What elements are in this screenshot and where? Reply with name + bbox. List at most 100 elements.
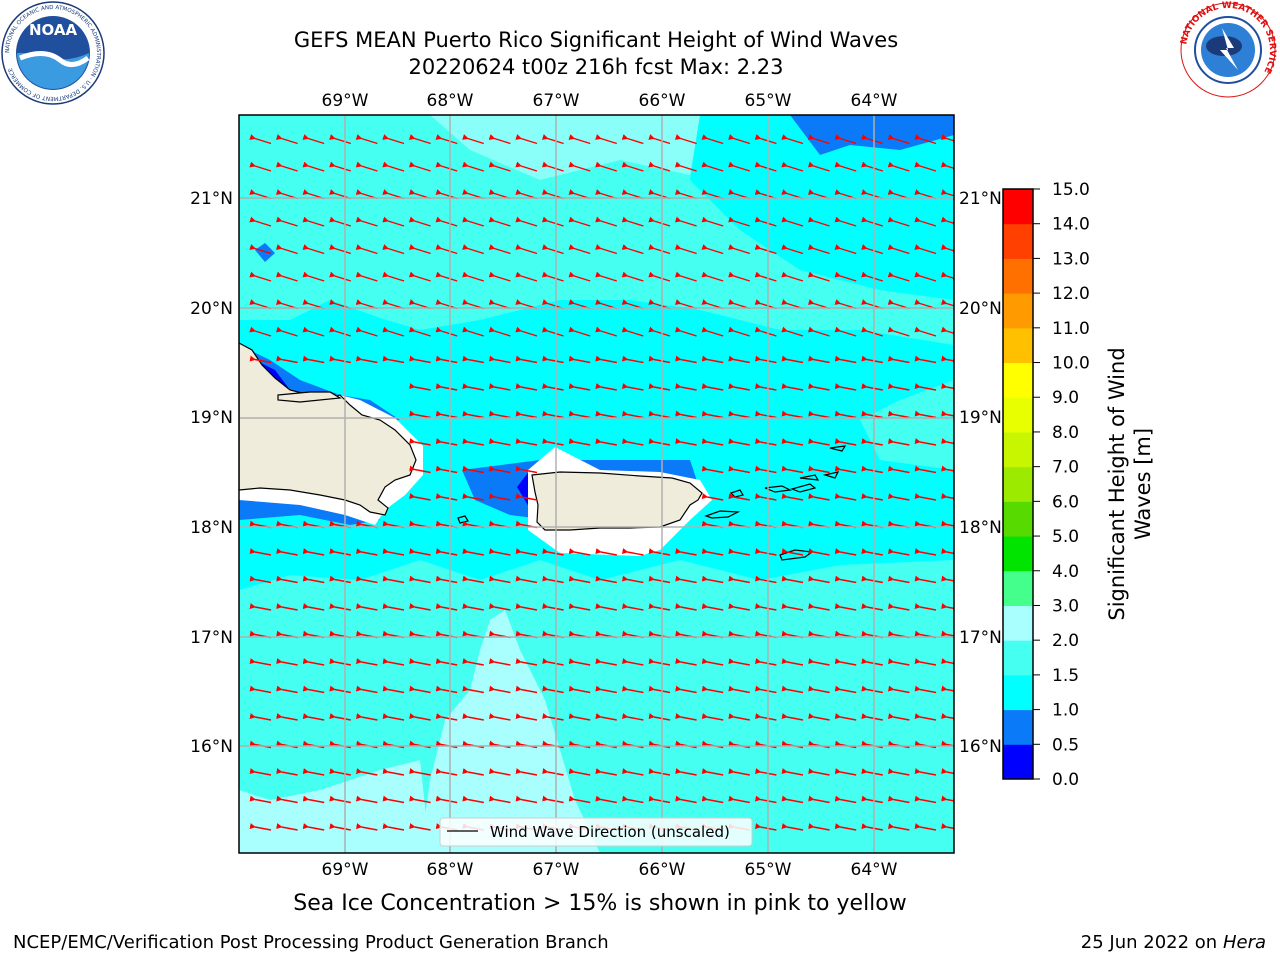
- wave-arrow: [808, 438, 830, 446]
- colorbar-tick-label-3: 1.5: [1052, 666, 1079, 686]
- wave-arrow: [409, 713, 431, 721]
- wave-arrow: [462, 575, 484, 584]
- wave-arrow: [621, 658, 644, 666]
- wave-arrow: [834, 355, 857, 364]
- lon-top-65: 65°W: [745, 91, 792, 111]
- wave-arrow: [462, 355, 484, 364]
- wave-arrow: [595, 795, 617, 804]
- wave-arrow: [276, 548, 298, 556]
- wave-arrow: [409, 575, 431, 584]
- wave-arrow: [834, 383, 857, 391]
- colorbar-segment-13: [1003, 293, 1033, 329]
- wave-arrow: [861, 658, 883, 666]
- colorbar-segment-12: [1003, 327, 1033, 364]
- wave-arrow: [488, 685, 511, 694]
- nws-logo: NATIONAL WEATHER SERVICE: [1179, 1, 1277, 98]
- wave-arrow: [515, 410, 538, 419]
- wave-arrow: [728, 326, 751, 337]
- wave-arrow: [887, 465, 910, 474]
- wave-arrow: [674, 326, 697, 337]
- wave-arrow: [675, 658, 697, 666]
- wave-arrow: [515, 768, 538, 776]
- field-20-30-south: [420, 610, 600, 853]
- wave-arrow: [382, 271, 405, 282]
- wave-arrow: [435, 438, 458, 446]
- wave-arrow: [595, 244, 618, 255]
- wave-arrow: [488, 575, 511, 584]
- wave-arrow: [808, 383, 830, 391]
- wave-arrow: [887, 244, 910, 255]
- wave-arrow: [462, 685, 484, 694]
- wave-arrow: [621, 768, 644, 776]
- lat-left-17: 17°N: [190, 628, 233, 648]
- wave-arrow: [808, 823, 830, 831]
- wave-arrow: [435, 603, 458, 611]
- wave-arrow: [488, 465, 511, 474]
- wave-arrow: [329, 355, 351, 364]
- wave-arrow: [515, 134, 538, 145]
- wave-arrow: [568, 575, 591, 584]
- wave-arrow: [515, 795, 538, 804]
- wave-arrow: [568, 216, 591, 227]
- wave-arrow: [781, 768, 804, 776]
- wave-arrow: [355, 326, 378, 337]
- wave-arrow: [382, 244, 405, 255]
- wave-arrow: [355, 575, 378, 584]
- wave-arrow: [249, 548, 272, 556]
- wave-arrow: [808, 355, 830, 364]
- wave-arrow: [462, 465, 484, 474]
- wave-arrow: [887, 823, 910, 831]
- wave-arrow: [329, 685, 351, 694]
- wave-arrow: [302, 134, 325, 145]
- wave-arrow: [621, 410, 644, 419]
- wave-arrow: [675, 795, 697, 804]
- wave-arrow: [355, 161, 378, 172]
- wave-arrow: [807, 326, 830, 337]
- wave-arrow: [914, 326, 937, 337]
- wave-arrow: [941, 658, 954, 665]
- wave-arrow: [701, 134, 724, 145]
- lat-right-21: 21°N: [959, 189, 1002, 209]
- wave-arrow: [674, 134, 697, 145]
- land-hispaniola-peninsula: [277, 391, 342, 403]
- legend-label: Wind Wave Direction (unscaled): [490, 823, 730, 841]
- wave-arrow: [435, 410, 458, 419]
- wave-arrow: [515, 438, 538, 446]
- wave-arrow: [382, 713, 405, 721]
- wave-arrow: [435, 465, 458, 474]
- wave-arrow: [568, 768, 591, 776]
- wave-arrow: [728, 161, 751, 172]
- colorbar-segment-1: [1003, 709, 1033, 745]
- wave-arrow: [781, 438, 804, 446]
- colorbar-tick-label-17: 15.0: [1052, 180, 1090, 200]
- wave-arrow: [462, 493, 484, 501]
- wave-arrow: [807, 244, 830, 255]
- wave-arrow: [488, 161, 511, 172]
- wave-arrow: [781, 410, 804, 419]
- wave-arrow: [408, 161, 431, 172]
- wave-arrow: [302, 685, 325, 694]
- wave-arrow: [621, 438, 644, 446]
- colorbar-label-2: Waves [m]: [1131, 428, 1155, 540]
- wave-arrow: [728, 548, 750, 556]
- wave-arrow: [861, 465, 883, 474]
- wave-arrow: [728, 465, 750, 474]
- wave-arrow: [595, 713, 617, 721]
- wave-arrow: [887, 355, 910, 364]
- colorbar-tick-label-14: 12.0: [1052, 284, 1090, 304]
- wave-arrow: [621, 244, 644, 255]
- wave-arrow: [701, 161, 724, 172]
- wave-arrow: [940, 189, 954, 197]
- wave-arrow: [462, 326, 485, 337]
- wave-arrow: [275, 161, 298, 172]
- wave-arrow: [887, 658, 910, 666]
- wave-arrow: [861, 685, 883, 694]
- wave-arrow: [462, 410, 484, 419]
- colorbar-segment-6: [1003, 536, 1033, 572]
- colorbar-tick-label-10: 8.0: [1052, 423, 1079, 443]
- wave-arrow: [834, 685, 857, 694]
- wave-arrow: [568, 548, 591, 556]
- chart-subtitle: 20220624 t00z 216h fcst Max: 2.23: [408, 55, 784, 79]
- wave-arrow: [302, 548, 325, 556]
